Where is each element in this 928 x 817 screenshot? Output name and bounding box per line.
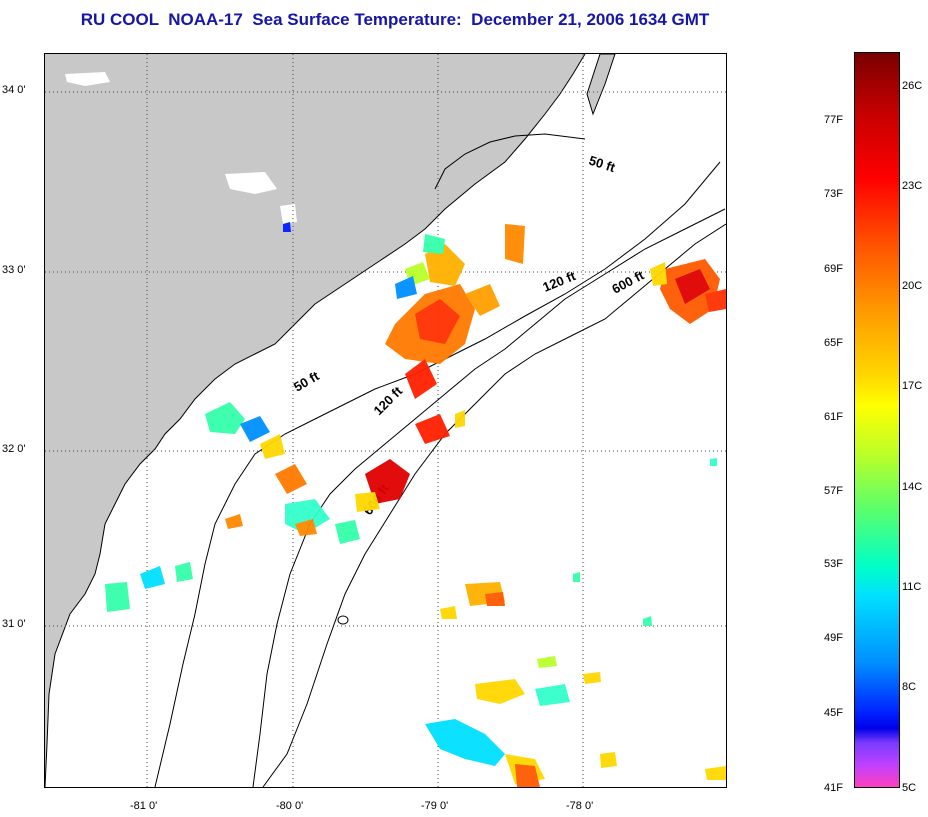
contour-50ft bbox=[154, 161, 721, 787]
colorbar-f-label: 77F bbox=[824, 114, 843, 126]
colorbar-c-label: 14C bbox=[902, 481, 923, 493]
colorbar-c-label: 20C bbox=[902, 280, 923, 292]
contour-120ft bbox=[252, 208, 726, 787]
lat-label: 32 0' bbox=[2, 443, 26, 455]
colorbar-f-label: 53F bbox=[824, 558, 843, 570]
colorbar-f-label: 61F bbox=[824, 411, 843, 423]
graticule bbox=[45, 54, 726, 787]
map-title: RU COOL NOAA-17 Sea Surface Temperature:… bbox=[80, 10, 710, 29]
colorbar-c-label: 5C bbox=[902, 782, 917, 794]
contour-label: 50 ft bbox=[587, 153, 618, 176]
contour-label: 50 ft bbox=[291, 368, 322, 395]
land-mass bbox=[45, 54, 585, 787]
lat-label: 33 0' bbox=[2, 264, 26, 276]
coastline bbox=[45, 54, 586, 787]
sst-map: 50 ft 120 ft 600 ft 50 ft 120 ft 600 ft bbox=[44, 53, 727, 788]
colorbar-c-label: 17C bbox=[902, 380, 923, 392]
sst-data bbox=[105, 222, 726, 787]
lon-label: -81 0' bbox=[130, 800, 158, 812]
lon-label: -78 0' bbox=[566, 800, 594, 812]
colorbar-f-label: 49F bbox=[824, 632, 843, 644]
colorbar-c-label: 11C bbox=[902, 581, 922, 593]
colorbar-f-label: 57F bbox=[824, 485, 843, 497]
colorbar-f-label: 41F bbox=[824, 782, 843, 794]
lon-label: -79 0' bbox=[421, 800, 449, 812]
colorbar-c-label: 8C bbox=[902, 681, 917, 693]
temperature-colorbar bbox=[854, 52, 900, 788]
colorbar-f-label: 73F bbox=[824, 188, 843, 200]
colorbar-f-label: 65F bbox=[824, 337, 843, 349]
colorbar-f-label: 45F bbox=[824, 707, 843, 719]
contour-label: 600 ft bbox=[609, 267, 647, 297]
lon-label: -80 0' bbox=[276, 800, 304, 812]
map-canvas: 50 ft 120 ft 600 ft 50 ft 120 ft 600 ft bbox=[45, 54, 726, 787]
contour-50ft-north bbox=[434, 133, 586, 190]
colorbar-c-label: 26C bbox=[902, 80, 923, 92]
colorbar-f-label: 69F bbox=[824, 263, 843, 275]
colorbar-c-label: 23C bbox=[902, 180, 923, 192]
contour-label: 120 ft bbox=[541, 268, 579, 295]
lat-label: 34 0' bbox=[2, 84, 26, 96]
lat-label: 31 0' bbox=[2, 618, 26, 630]
